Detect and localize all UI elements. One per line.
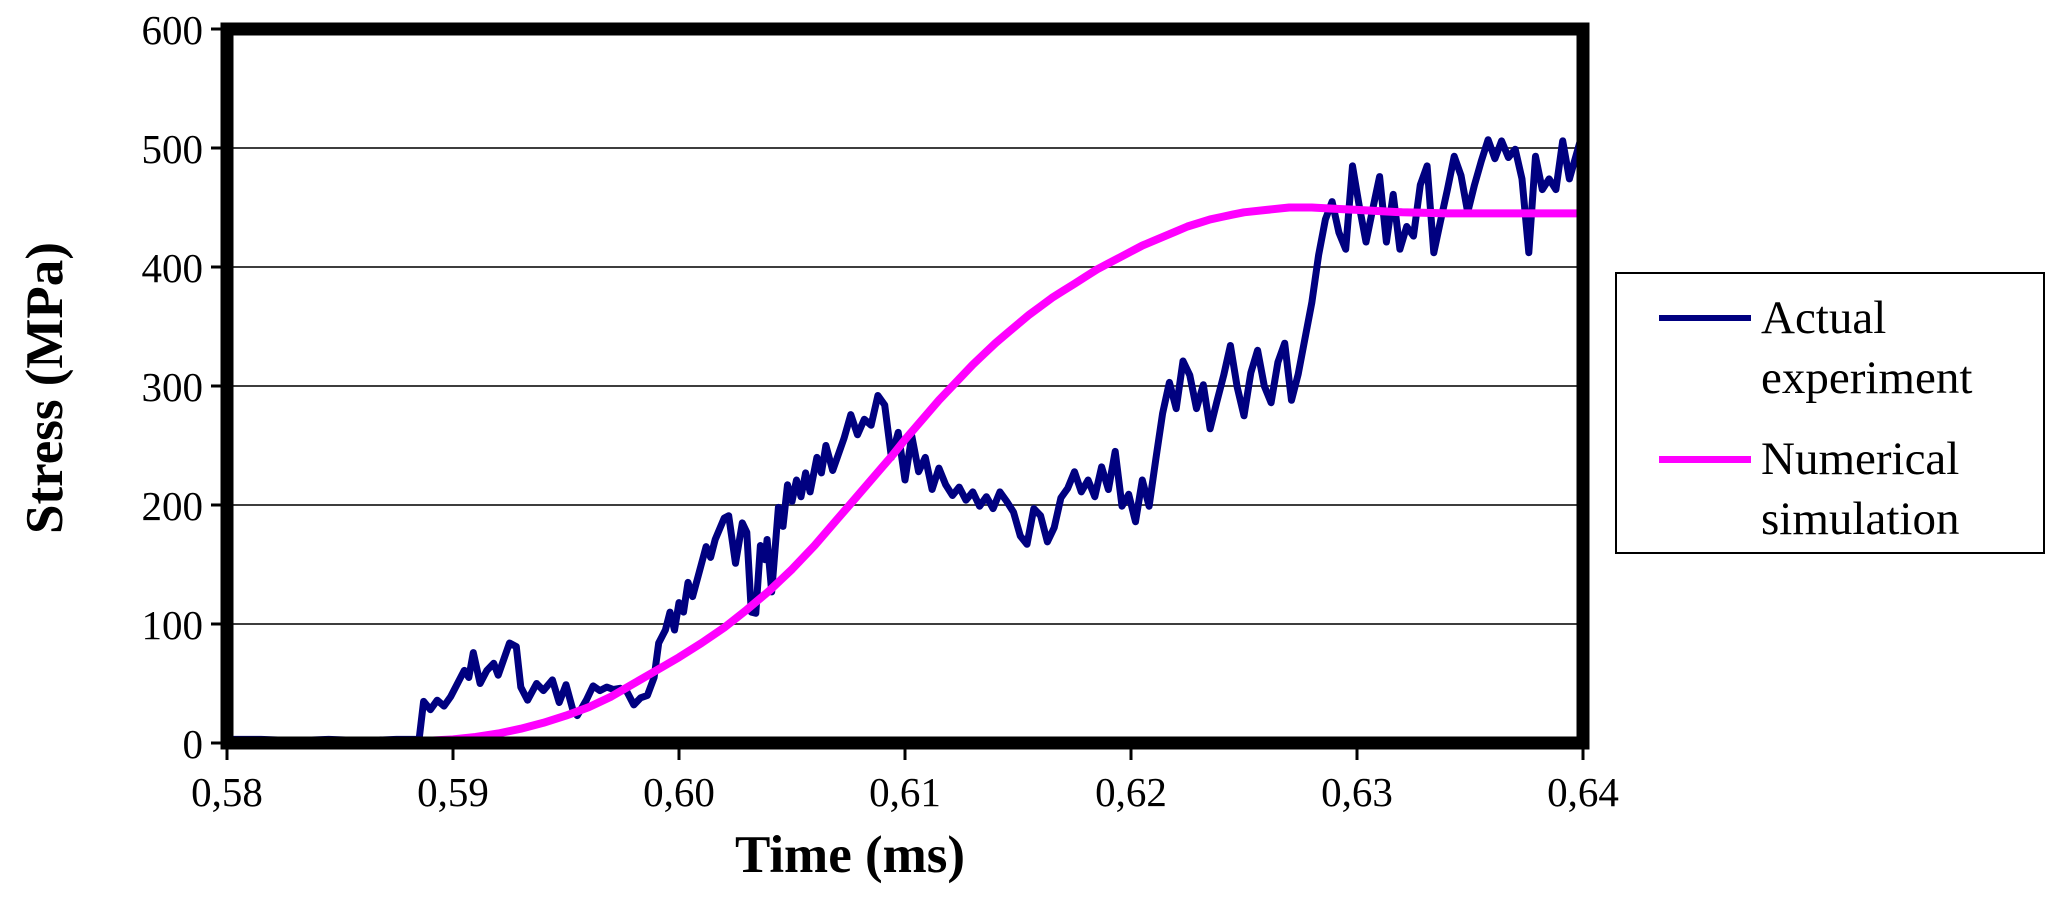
x-tick-label: 0,64 [1547,769,1619,815]
y-tick-label: 400 [142,245,204,291]
y-axis-title: Stress (MPa) [16,242,74,534]
legend: Actual experiment Numerical simulation [1615,272,2045,554]
legend-label-numerical-simulation: Numerical simulation [1761,433,1960,545]
numerical-simulation-line [223,203,1587,747]
y-tick-label: 200 [142,483,204,529]
legend-label-actual-experiment: Actual experiment [1761,292,1973,404]
y-axis-tick-labels: 0 100 200 300 400 500 600 [142,7,204,767]
legend-item-numerical-simulation: Numerical simulation [1659,429,2033,549]
x-tick-label: 0,58 [191,769,263,815]
y-tick-label: 500 [142,126,204,172]
x-axis-tick-labels: 0,58 0,59 0,60 0,61 0,62 0,63 0,64 [191,769,1619,815]
gridlines [227,147,1583,625]
y-tick-label: 600 [142,7,204,53]
actual-experiment-line-swatch [1659,315,1751,321]
legend-item-actual-experiment: Actual experiment [1659,288,2033,408]
x-tick-label: 0,59 [417,769,489,815]
x-tick-label: 0,61 [869,769,941,815]
series-lines [223,127,1587,747]
x-axis-title: Time (ms) [735,826,965,884]
x-tick-label: 0,60 [643,769,715,815]
y-tick-label: 0 [183,721,204,767]
y-tick-label: 100 [142,602,204,648]
y-tick-label: 300 [142,364,204,410]
x-tick-label: 0,62 [1095,769,1167,815]
plot-frame [220,22,1590,750]
numerical-simulation-line-swatch [1659,456,1751,463]
x-tick-label: 0,63 [1321,769,1393,815]
